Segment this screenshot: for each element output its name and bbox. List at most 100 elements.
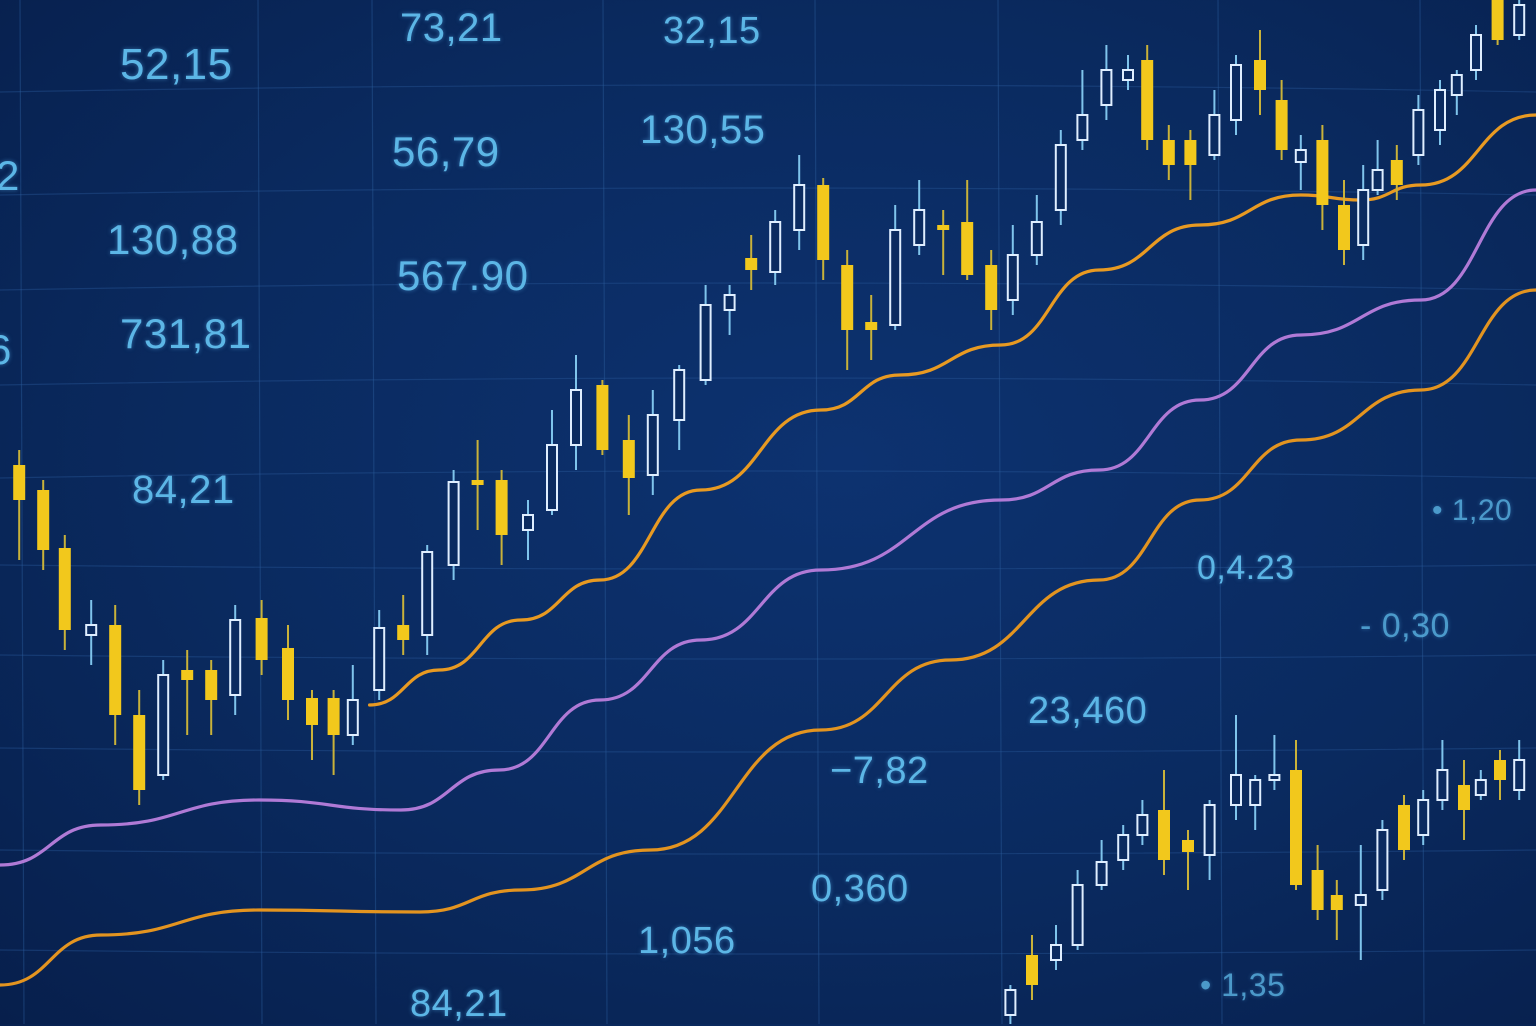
- candle-body: [1158, 810, 1170, 860]
- candle-body: [1030, 221, 1043, 256]
- candle-body: [817, 185, 830, 260]
- candle-down: [1330, 880, 1343, 940]
- candle-up: [1122, 55, 1134, 90]
- candle-body: [346, 699, 359, 736]
- candle-down: [1290, 740, 1302, 890]
- candle-up: [1071, 870, 1084, 950]
- candle-body: [1117, 834, 1130, 861]
- value-label: 84,21: [132, 468, 235, 512]
- grid-line-horizontal: [0, 377, 1536, 386]
- candle-down: [1491, 0, 1504, 45]
- grid-line-horizontal: [0, 849, 1536, 855]
- candle-down: [1494, 750, 1506, 800]
- candle-up: [1054, 130, 1067, 225]
- candle-body: [745, 258, 758, 270]
- candle-body: [37, 490, 50, 550]
- candle-up: [1474, 770, 1487, 800]
- candle-body: [1513, 759, 1526, 791]
- grid-line-vertical: [1419, 0, 1425, 1024]
- candle-body: [1376, 829, 1389, 891]
- candle-body: [1076, 114, 1089, 141]
- candle-body: [889, 229, 902, 326]
- candle-body: [1026, 955, 1038, 985]
- candle-down: [1026, 935, 1038, 1000]
- value-label: 130,55: [640, 108, 766, 152]
- candle-body: [85, 624, 98, 636]
- candle-up: [673, 365, 686, 450]
- value-label: 2: [0, 152, 20, 199]
- candle-body: [181, 670, 194, 680]
- candle-body: [1182, 840, 1194, 852]
- candle-up: [1006, 225, 1019, 315]
- candle-body: [205, 670, 218, 700]
- candle-body: [546, 444, 558, 511]
- candle-down: [622, 415, 635, 515]
- candle-body: [1006, 254, 1019, 301]
- candle-body: [961, 222, 974, 275]
- candle-body: [1054, 144, 1067, 211]
- moving-average-line: [0, 288, 1536, 987]
- candle-down: [817, 178, 830, 280]
- candle-down: [745, 235, 758, 290]
- candle-down: [1158, 770, 1170, 875]
- candle-up: [373, 610, 386, 700]
- candle-up: [723, 285, 736, 335]
- candle-up: [1357, 165, 1370, 260]
- candle-body: [58, 548, 71, 630]
- candle-body: [1275, 100, 1288, 150]
- value-label: −7,82: [830, 750, 929, 792]
- candle-up: [229, 605, 242, 715]
- grid-line-horizontal: [0, 949, 1536, 955]
- candle-body: [1122, 69, 1134, 81]
- grid-line-horizontal: [0, 282, 1536, 291]
- candle-up: [1294, 135, 1307, 190]
- candle-body: [1203, 804, 1216, 856]
- candle-up: [1076, 70, 1089, 150]
- candle-up: [1412, 95, 1425, 165]
- candle-body: [133, 715, 146, 790]
- candle-body: [1141, 60, 1154, 140]
- candle-up: [1249, 775, 1262, 830]
- candle-up: [1371, 140, 1384, 195]
- candle-down: [596, 380, 609, 455]
- candle-up: [793, 155, 806, 250]
- grid-line-vertical: [257, 0, 263, 1024]
- candle-body: [522, 514, 534, 531]
- candle-up: [346, 665, 359, 745]
- candle-up: [421, 545, 434, 655]
- candle-body: [646, 414, 659, 476]
- candle-up: [1376, 820, 1389, 900]
- candle-body: [1294, 149, 1307, 163]
- candle-body: [1474, 779, 1487, 796]
- candle-up: [1004, 985, 1017, 1024]
- value-label: 84,21: [410, 983, 508, 1025]
- candle-body: [1162, 140, 1175, 165]
- candle-up: [1095, 840, 1108, 890]
- candle-body: [1470, 34, 1482, 71]
- value-label: 1,056: [638, 920, 736, 962]
- candle-up: [157, 660, 170, 780]
- candle-body: [1230, 774, 1242, 806]
- value-label: 52,15: [120, 40, 233, 89]
- candle-up: [1117, 825, 1130, 870]
- candle-down: [306, 690, 318, 760]
- grid-line-vertical: [19, 0, 25, 1024]
- candle-up: [1436, 740, 1449, 810]
- candle-body: [1338, 205, 1350, 250]
- candle-down: [181, 650, 194, 735]
- candle-body: [447, 481, 460, 566]
- grid-line-vertical: [371, 0, 377, 1024]
- candle-body: [421, 551, 434, 636]
- candle-up: [1417, 790, 1430, 845]
- candle-body: [1513, 4, 1526, 36]
- candle-body: [985, 265, 998, 310]
- candle-down: [1275, 80, 1288, 160]
- candle-body: [1330, 895, 1343, 910]
- candle-body: [109, 625, 122, 715]
- candle-down: [1141, 45, 1154, 150]
- candle-body: [841, 265, 854, 330]
- candle-up: [1050, 925, 1062, 970]
- candle-up: [769, 210, 782, 285]
- candle-body: [1136, 814, 1149, 836]
